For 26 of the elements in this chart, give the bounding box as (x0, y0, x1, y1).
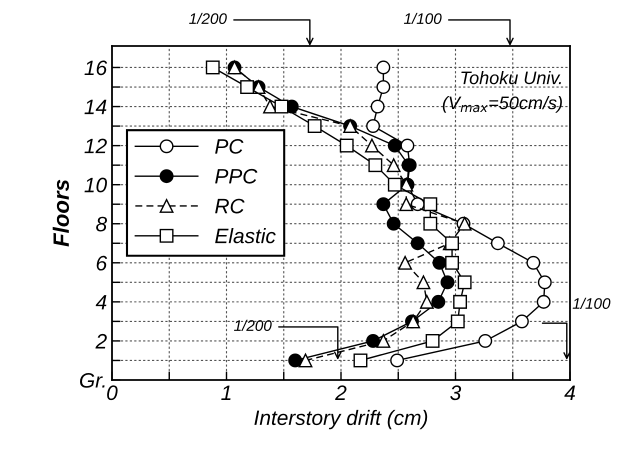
legend-label: RC (215, 198, 245, 214)
text: 1/100 (404, 12, 442, 24)
text: 1/100 (572, 298, 610, 309)
annotation: 1/200 (234, 320, 272, 331)
y-tick-label: 6 (96, 256, 108, 271)
legend-label: Elastic (215, 228, 276, 244)
y-tick-label: 14 (84, 100, 106, 114)
x-tick-label: 4 (564, 386, 576, 400)
legend-label: PC (215, 139, 244, 154)
y-tick-label: 12 (84, 138, 107, 154)
y-tick-label: Gr. (80, 373, 105, 388)
y-tick-label: 8 (96, 216, 108, 232)
x-tick-label: 0 (107, 385, 118, 400)
x-tick-label: 1 (221, 386, 231, 400)
annotation: Tohoku Univ. (461, 70, 561, 84)
annotation: (V$_{max}$=50cm/s) (442, 96, 562, 113)
x-tick-label: 3 (450, 385, 462, 400)
legend-label: PPC (215, 168, 258, 184)
y-axis-title: Floors (52, 180, 70, 247)
x-tick-label: 2 (335, 385, 346, 400)
text: 1/200 (189, 12, 227, 24)
y-tick-label: 4 (96, 295, 106, 310)
y-tick-label: 10 (84, 178, 107, 192)
y-tick-label: 2 (95, 334, 107, 348)
x-axis-title: Interstory drift (cm) (254, 410, 428, 430)
y-tick-label: 16 (84, 60, 108, 76)
